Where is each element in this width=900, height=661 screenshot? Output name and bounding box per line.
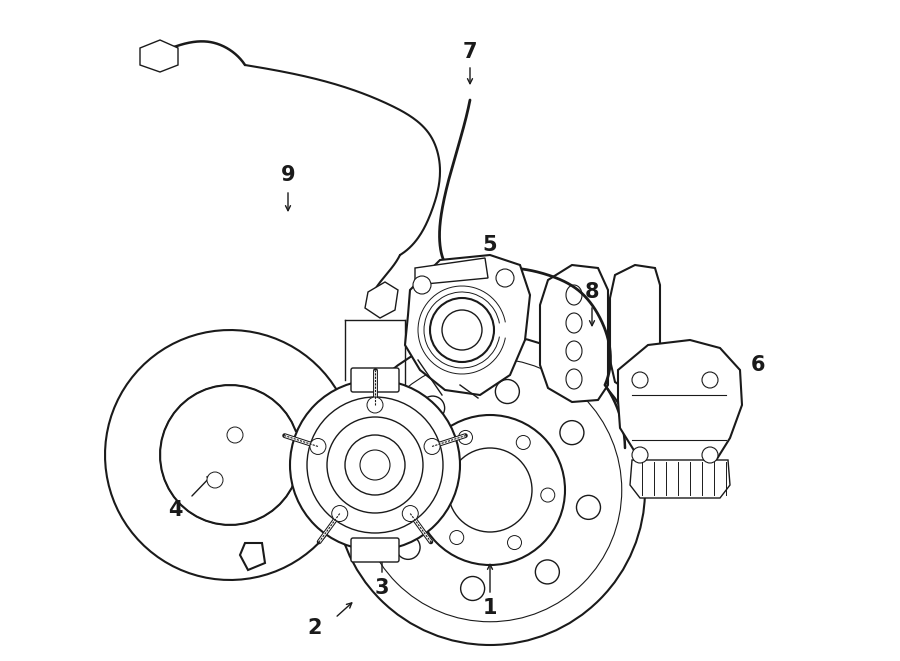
Text: 2: 2	[308, 618, 322, 638]
Circle shape	[310, 438, 326, 455]
Circle shape	[367, 397, 383, 413]
Circle shape	[360, 450, 390, 480]
Polygon shape	[365, 282, 398, 318]
Circle shape	[420, 396, 445, 420]
Circle shape	[425, 478, 439, 492]
Polygon shape	[610, 265, 660, 395]
Circle shape	[396, 535, 420, 559]
Circle shape	[290, 380, 460, 550]
Circle shape	[380, 461, 403, 485]
Polygon shape	[630, 460, 730, 498]
Circle shape	[577, 495, 600, 520]
Circle shape	[227, 427, 243, 443]
Text: 7: 7	[463, 42, 477, 62]
Text: 1: 1	[482, 598, 497, 618]
Text: 8: 8	[585, 282, 599, 302]
Polygon shape	[240, 543, 265, 570]
Polygon shape	[618, 340, 742, 478]
Circle shape	[448, 448, 532, 532]
Circle shape	[442, 310, 482, 350]
Circle shape	[702, 447, 718, 463]
Polygon shape	[405, 255, 530, 395]
Circle shape	[424, 438, 440, 455]
Circle shape	[327, 417, 423, 513]
Circle shape	[345, 435, 405, 495]
Circle shape	[415, 415, 565, 565]
Circle shape	[536, 560, 560, 584]
Circle shape	[517, 436, 530, 449]
Text: 9: 9	[281, 165, 295, 185]
Circle shape	[702, 372, 718, 388]
Circle shape	[332, 506, 347, 522]
Circle shape	[458, 430, 473, 444]
Polygon shape	[105, 330, 347, 580]
Polygon shape	[540, 265, 608, 402]
Circle shape	[496, 269, 514, 287]
Circle shape	[495, 379, 519, 403]
Circle shape	[430, 298, 494, 362]
Text: 4: 4	[167, 500, 182, 520]
Polygon shape	[415, 258, 488, 285]
Circle shape	[541, 488, 554, 502]
Text: 5: 5	[482, 235, 498, 255]
Circle shape	[461, 576, 484, 600]
Circle shape	[402, 506, 418, 522]
Circle shape	[632, 372, 648, 388]
Circle shape	[508, 535, 521, 549]
FancyBboxPatch shape	[351, 368, 399, 392]
Circle shape	[207, 472, 223, 488]
Circle shape	[450, 531, 464, 545]
Circle shape	[632, 447, 648, 463]
Text: 6: 6	[751, 355, 765, 375]
Circle shape	[413, 276, 431, 294]
Polygon shape	[140, 40, 178, 72]
Text: 3: 3	[374, 578, 389, 598]
Circle shape	[560, 420, 584, 445]
FancyBboxPatch shape	[351, 538, 399, 562]
Circle shape	[307, 397, 443, 533]
